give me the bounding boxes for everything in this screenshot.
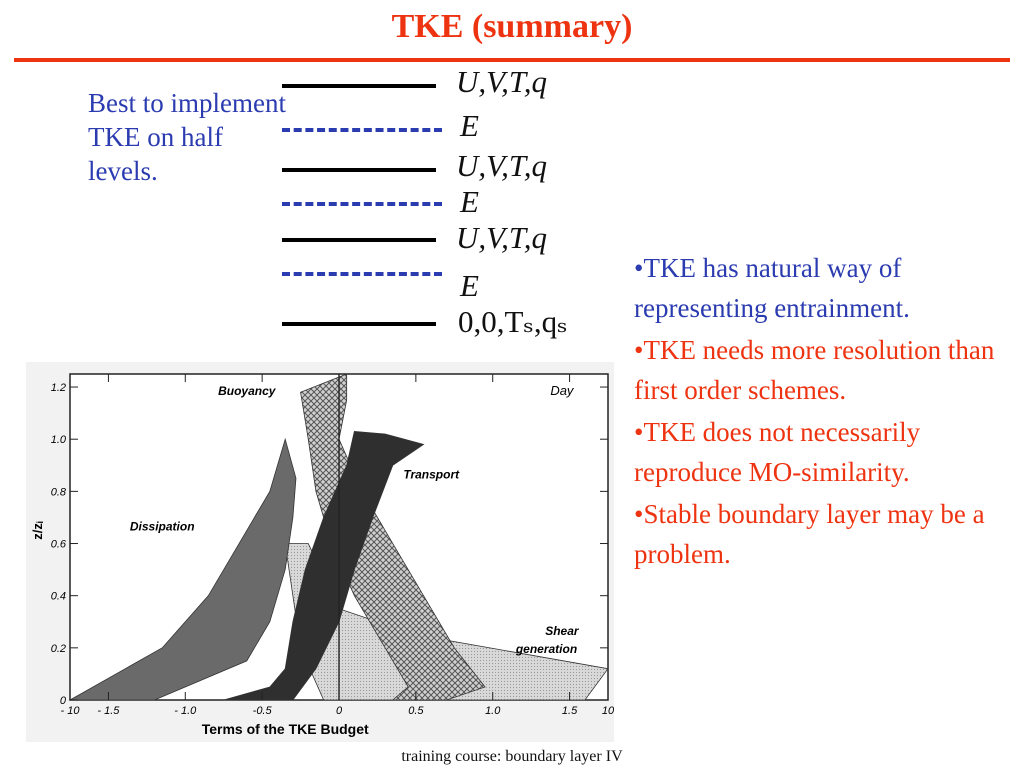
series-transport — [223, 430, 425, 701]
surface-values: 0,0,Tₛ,qₛ — [458, 304, 568, 339]
series-label: Shear — [545, 624, 580, 638]
x-tick-label: 10 — [602, 705, 614, 717]
surface-level-line — [282, 322, 436, 326]
full-level-line — [282, 84, 436, 88]
y-tick-label: 0.8 — [51, 486, 67, 498]
slide-title: TKE (summary) — [391, 8, 633, 45]
half-level-line — [282, 128, 442, 132]
full-level-variables: U,V,T,q — [456, 64, 548, 99]
series-dissipation — [68, 437, 297, 701]
y-axis-label: z/zᵢ — [30, 521, 45, 540]
title-underline — [14, 58, 1010, 62]
full-level-variables: U,V,T,q — [456, 220, 548, 255]
x-tick-label: - 1.0 — [174, 705, 197, 717]
full-level-variables: U,V,T,q — [456, 148, 548, 183]
x-tick-label: 0.5 — [408, 705, 424, 717]
y-tick-label: 1.2 — [51, 382, 66, 394]
y-tick-label: 0.4 — [51, 591, 66, 603]
half-level-tke: E — [460, 108, 479, 143]
left-note: Best to implement TKE on half levels. — [88, 88, 286, 186]
x-tick-label: -0.5 — [253, 705, 273, 717]
x-tick-label: 1.5 — [562, 705, 578, 717]
series-label: Dissipation — [130, 519, 195, 533]
footer: training course: boundary layer IV — [401, 748, 623, 765]
half-level-tke: E — [460, 268, 479, 303]
bullet-stable-bl: •Stable boundary layer may be a problem. — [634, 499, 985, 569]
half-level-line — [282, 202, 442, 206]
tke-budget-chart: 0 0.2 0.4 0.6 0.8 1.0 1.2 - 10 - 1.5 - 1.0 -0.5 0 0.… — [30, 373, 614, 737]
vertical-grid-diagram: U,V,T,q E U,V,T,q E U,V,T,q E 0,0,Tₛ,qₛ — [270, 62, 630, 362]
tke-budget-figure: 0 0.2 0.4 0.6 0.8 1.0 1.2 - 10 - 1.5 - 1.0 -0.5 0 0.… — [26, 362, 614, 742]
full-level-line — [282, 168, 436, 172]
bullet-resolution: •TKE needs more resolution than first or… — [634, 335, 995, 405]
bullet-list: •TKE has natural way of representing ent… — [634, 248, 1014, 576]
bullet-entrainment: •TKE has natural way of representing ent… — [634, 253, 910, 323]
x-tick-label: - 10 — [61, 705, 81, 717]
series-label: Transport — [403, 467, 460, 481]
x-tick-label: - 1.5 — [97, 705, 120, 717]
x-tick-label: 1.0 — [485, 705, 501, 717]
full-level-line — [282, 238, 436, 242]
x-tick-label: 0 — [336, 705, 343, 717]
series-label: Buoyancy — [218, 384, 277, 398]
half-level-tke: E — [460, 184, 479, 219]
corner-label-day: Day — [550, 383, 575, 398]
y-tick-label: 0 — [60, 695, 67, 707]
half-level-line — [282, 272, 442, 276]
y-tick-label: 0.6 — [51, 539, 67, 551]
y-tick-label: 0.2 — [51, 643, 66, 655]
series-label: generation — [515, 642, 577, 656]
x-axis-label: Terms of the TKE Budget — [202, 721, 369, 737]
y-tick-label: 1.0 — [51, 434, 67, 446]
bullet-mo-similarity: •TKE does not necessarily reproduce MO-s… — [634, 417, 921, 487]
